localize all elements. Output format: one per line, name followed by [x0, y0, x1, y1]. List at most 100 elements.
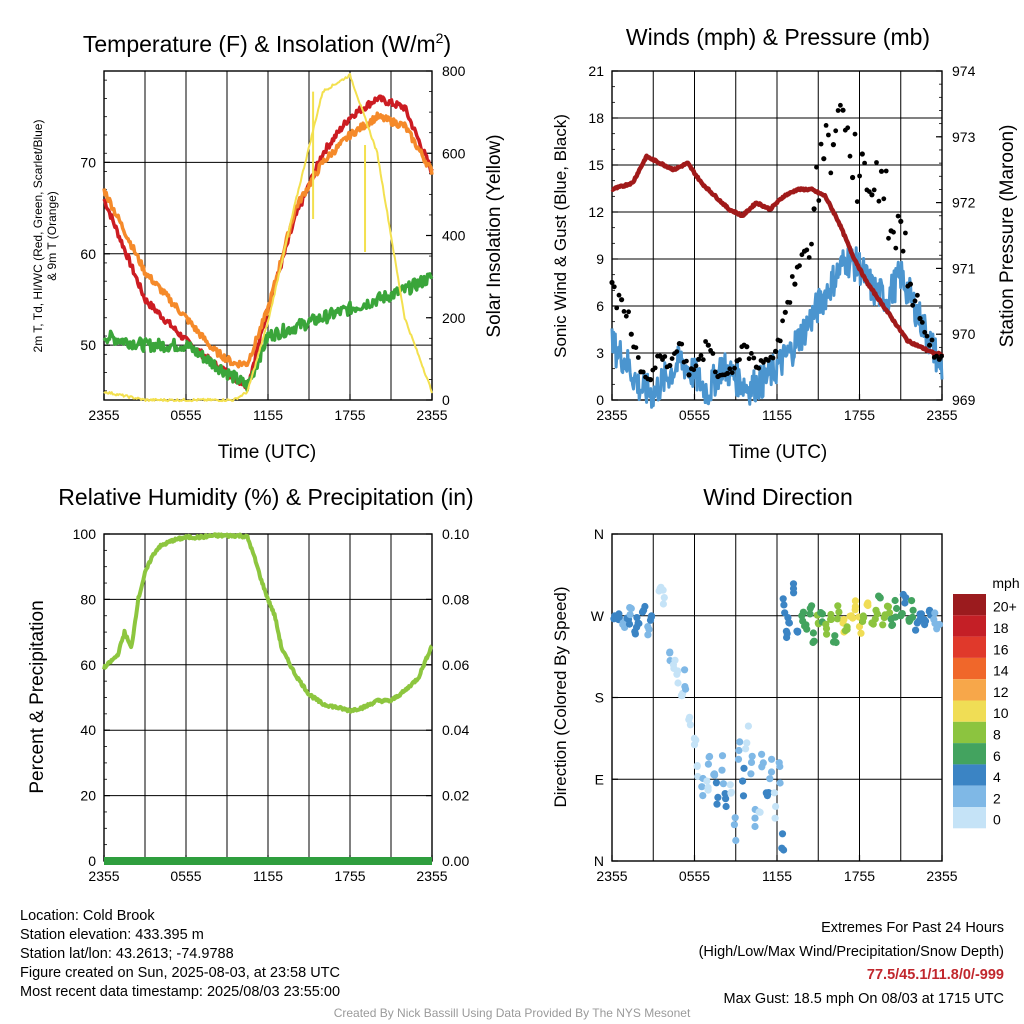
direction-point [835, 608, 843, 616]
temperature-title: Temperature (F) & Insolation (W/m2) [83, 30, 451, 57]
direction-point [817, 609, 825, 617]
direction-point [739, 792, 748, 800]
direction-point [849, 614, 857, 622]
direction-point [718, 752, 727, 760]
direction-point [758, 763, 766, 771]
gust-point [910, 302, 916, 308]
legend-swatch [953, 657, 986, 680]
gust-point [751, 355, 757, 361]
gust-point [876, 198, 882, 204]
direction-point [647, 612, 656, 620]
direction-point [704, 786, 712, 794]
direction-point [806, 604, 814, 612]
extremes-subheading: (High/Low/Max Wind/Precipitation/Snow De… [698, 943, 1004, 960]
direction-point [674, 679, 682, 687]
gust-point [830, 142, 837, 148]
legend-swatch [953, 743, 986, 765]
direction-point [626, 611, 634, 619]
direction-point [711, 771, 719, 779]
gust-point [652, 365, 658, 371]
direction-point [698, 783, 706, 791]
humidity-title: Relative Humidity (%) & Precipitation (i… [58, 484, 473, 510]
temperature-xlabel: Time (UTC) [218, 442, 317, 463]
direction-point [931, 609, 939, 617]
gust-point [806, 255, 812, 260]
direction-point [783, 629, 791, 638]
y-tick-label: 100 [73, 526, 97, 542]
y2-tick-label: 0.04 [442, 722, 469, 738]
direction-point [879, 621, 887, 629]
direction-point [682, 685, 690, 693]
direction-point [779, 595, 787, 603]
direction-point [898, 610, 906, 618]
x-tick-label: 1755 [334, 868, 365, 884]
gust-point [729, 370, 735, 376]
gust-point [857, 173, 862, 179]
gust-point [903, 230, 908, 236]
winds-ylabel: Sonic Wind & Gust (Blue, Black) [551, 114, 570, 358]
direction-point [669, 661, 678, 669]
direction-point [832, 638, 840, 647]
direction-point [681, 666, 689, 674]
gust-point [919, 320, 925, 325]
y2-tick-label: 969 [952, 392, 976, 408]
recent-timestamp: Most recent data timestamp: 2025/08/03 2… [20, 984, 341, 1000]
direction-point [885, 609, 894, 617]
direction-point [851, 597, 860, 605]
direction-point [721, 790, 729, 798]
direction-point [843, 623, 851, 631]
gust-point [626, 309, 631, 315]
legend-label: 20+ [993, 599, 1017, 615]
direction-point [799, 608, 808, 616]
direction-point [772, 802, 780, 811]
station-location: Location: Cold Brook [20, 908, 155, 924]
legend-swatch [953, 785, 986, 807]
gust-point [915, 292, 920, 298]
gust-point [792, 281, 798, 287]
direction-point [775, 759, 783, 767]
x-tick-label: 2355 [926, 868, 957, 884]
direction-point [659, 600, 668, 608]
gust-point [611, 284, 617, 290]
station-info: Location: Cold Brook Station elevation: … [20, 907, 340, 1002]
legend-label: 2 [993, 790, 1001, 806]
direction-point [855, 623, 864, 631]
direction-point [718, 766, 726, 774]
x-tick-label: 1155 [253, 407, 283, 423]
x-tick-label: 2355 [88, 407, 119, 423]
direction-point [789, 580, 798, 588]
figure-created: Figure created on Sun, 2025-08-03, at 23… [20, 965, 340, 981]
legend-label: 8 [993, 726, 1001, 742]
gust-point [700, 357, 706, 363]
legend-swatch [953, 721, 986, 744]
direction-point [876, 594, 884, 602]
extremes-values: 77.5/45.1/11.8/0/-999 [866, 967, 1004, 983]
gust-point [609, 279, 615, 286]
x-tick-label: 1155 [253, 868, 283, 884]
direction-point [726, 781, 734, 789]
y-tick-label: 3 [596, 345, 604, 361]
direction-point [767, 768, 776, 776]
direction-point [747, 758, 756, 767]
direction-point [785, 619, 793, 627]
direction-ylabel: Direction (Colored By Speed) [551, 586, 570, 807]
direction-point [851, 606, 859, 614]
gust-point [647, 377, 654, 383]
direction-point [776, 779, 784, 787]
direction-point [806, 610, 814, 618]
gust-point [907, 281, 914, 287]
gust-point [826, 132, 831, 138]
series-temp-9m_orange [102, 111, 434, 369]
direction-point [641, 602, 649, 611]
direction-point [743, 739, 751, 747]
direction-point [780, 601, 788, 609]
gust-point [693, 363, 699, 369]
gust-point [862, 160, 867, 166]
x-tick-label: 0555 [170, 868, 201, 884]
temperature-ylabel-line1: 2m T, Td, HI/WC (Red, Green, Scarlet/Blu… [31, 120, 45, 353]
direction-point [735, 746, 743, 755]
direction-point [742, 745, 750, 753]
y2-tick-label: 974 [952, 63, 976, 79]
gust-point [635, 355, 641, 360]
direction-point [748, 752, 756, 760]
